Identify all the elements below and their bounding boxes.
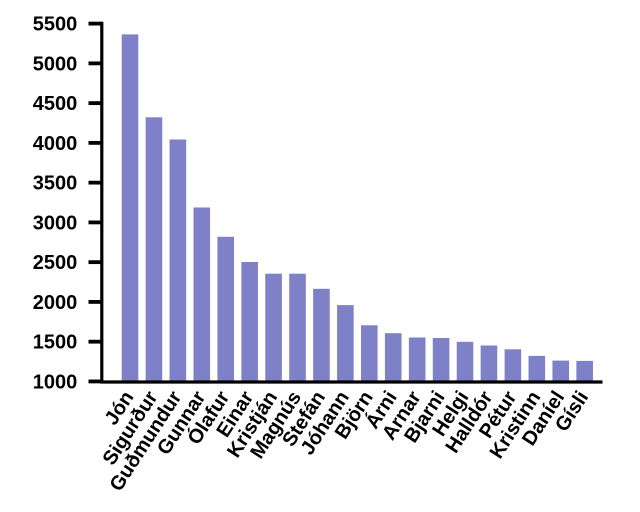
svg-text:5000: 5000 (33, 53, 78, 75)
svg-text:2500: 2500 (33, 252, 78, 274)
svg-text:3000: 3000 (33, 212, 78, 234)
svg-text:4000: 4000 (33, 133, 78, 155)
svg-text:1000: 1000 (33, 371, 78, 393)
svg-text:5500: 5500 (33, 14, 78, 36)
svg-text:2000: 2000 (33, 292, 78, 314)
svg-text:3500: 3500 (33, 173, 78, 195)
svg-text:4500: 4500 (33, 93, 78, 115)
svg-text:1500: 1500 (33, 332, 78, 354)
